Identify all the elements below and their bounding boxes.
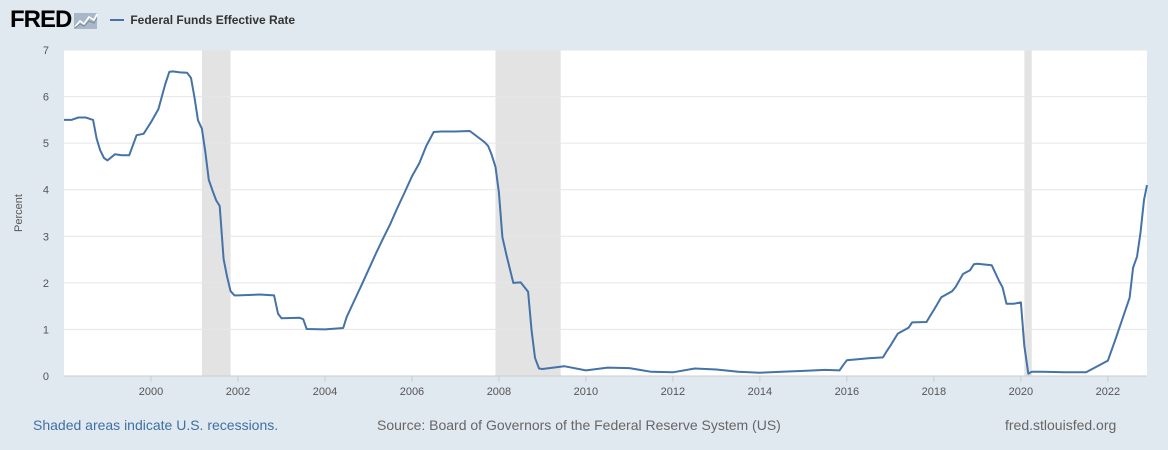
y-axis-ticks: 0 1 2 3 4 5 6 7 [43,45,49,383]
y-tick-label: 4 [43,185,49,197]
chart-header: FRED Federal Funds Effective Rate [10,6,295,34]
x-tick-label: 2000 [139,386,163,398]
y-tick-label: 1 [43,324,49,336]
x-tick-label: 2020 [1009,386,1033,398]
y-tick-label: 5 [43,138,49,150]
series-layer [64,70,1148,375]
gridlines [64,49,1147,377]
legend-swatch [110,19,125,21]
recession-bands [201,50,1032,376]
recession-band-1 [495,50,561,376]
y-tick-label: 2 [43,278,49,290]
chart-legend: Federal Funds Effective Rate [110,13,295,27]
y-tick-label: 3 [43,231,49,243]
x-tick-label: 2018 [922,386,946,398]
site-link[interactable]: fred.stlouisfed.org [1005,417,1117,433]
recession-band-2 [1024,50,1032,376]
x-axis-ticks: 2000 2002 2004 2006 2008 2010 2012 2014 2016 2018… [139,376,1120,398]
plot-area [64,50,1147,376]
recession-note-link[interactable]: Shaded areas indicate U.S. recessions. [33,417,279,433]
x-tick-label: 2012 [661,386,685,398]
x-tick-label: 2008 [487,386,511,398]
y-tick-label: 7 [43,45,49,57]
x-tick-label: 2010 [574,386,598,398]
x-tick-label: 2022 [1096,386,1120,398]
source-text: Source: Board of Governors of the Federa… [377,417,781,433]
fred-logo[interactable]: FRED [10,6,72,33]
y-tick-label: 6 [43,92,49,104]
recession-band-0 [201,50,231,376]
y-axis-label: Percent [13,194,25,232]
x-tick-label: 2002 [226,386,250,398]
x-tick-label: 2016 [835,386,859,398]
y-tick-label: 0 [43,371,49,383]
x-tick-label: 2014 [748,386,772,398]
series-line-0[interactable] [64,70,1148,375]
fred-chart-icon [74,13,99,29]
legend-series-label: Federal Funds Effective Rate [130,13,296,27]
line-chart: 0 1 2 3 4 5 6 7 2000 2002 2004 2006 2008 2010 2012 201… [13,45,1148,398]
x-tick-label: 2006 [400,386,424,398]
x-tick-label: 2004 [313,386,337,398]
